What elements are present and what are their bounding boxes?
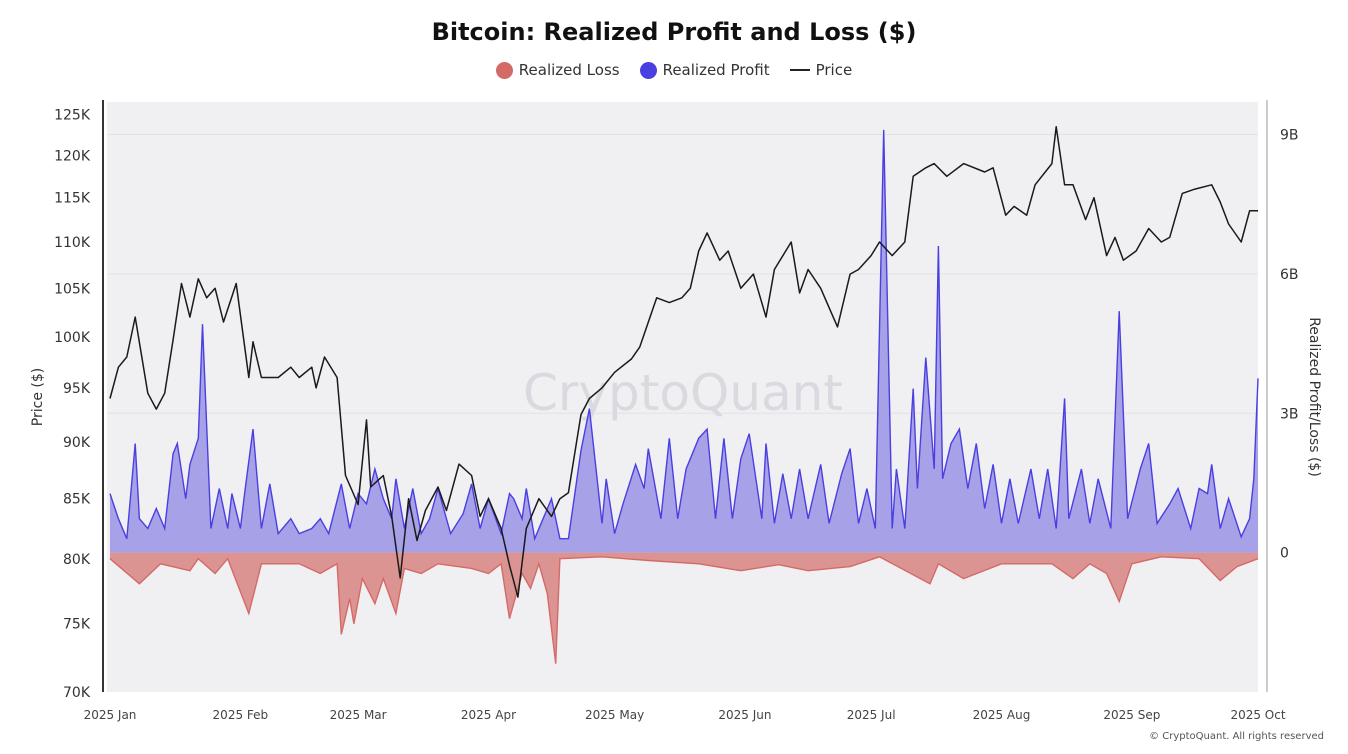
right-axis-title: Realized Profit/Loss ($)	[1306, 317, 1322, 477]
left-tick-label: 90K	[63, 435, 91, 451]
x-tick-label: 2025 May	[585, 708, 644, 722]
realized-profit-line	[109, 129, 1259, 542]
line-dash-icon	[789, 69, 810, 71]
left-tick-label: 95K	[63, 381, 91, 397]
realized-loss-line	[109, 556, 1259, 664]
chart-title: Bitcoin: Realized Profit and Loss ($)	[431, 18, 917, 46]
x-tick-label: 2025 Aug	[973, 708, 1031, 722]
left-tick-label: 115K	[54, 191, 91, 207]
legend-label: Realized Loss	[518, 61, 620, 79]
left-tick-label: 70K	[63, 685, 91, 701]
legend-label: Price	[815, 61, 853, 79]
realized-profit-area	[110, 129, 1258, 553]
x-tick-label: 2025 Sep	[1103, 708, 1160, 722]
price-line	[109, 125, 1258, 598]
left-axis-title: Price ($)	[30, 368, 46, 426]
legend-item-price[interactable]: Price	[789, 61, 853, 79]
profit-dot-icon	[639, 61, 657, 79]
plot-background	[107, 102, 1258, 692]
right-tick-label: 3B	[1280, 406, 1299, 422]
legend-label: Realized Profit	[662, 61, 770, 79]
x-tick-label: 2025 Jul	[847, 708, 896, 722]
copyright-footer: © CryptoQuant. All rights reserved	[1149, 731, 1324, 742]
loss-dot-icon	[495, 61, 513, 79]
legend: Realized Loss Realized Profit Price	[0, 61, 1348, 79]
left-tick-label: 100K	[54, 330, 91, 346]
left-tick-label: 75K	[63, 616, 91, 632]
left-tick-label: 120K	[54, 148, 91, 164]
realized-loss-area	[110, 552, 1258, 664]
left-tick-label: 80K	[63, 552, 91, 568]
x-tick-label: 2025 Feb	[213, 708, 269, 722]
x-tick-label: 2025 Oct	[1230, 708, 1285, 722]
watermark: CryptoQuant	[523, 364, 843, 422]
left-tick-label: 125K	[54, 108, 91, 124]
right-tick-label: 0	[1280, 546, 1289, 562]
right-tick-label: 9B	[1280, 128, 1299, 144]
right-tick-label: 6B	[1280, 267, 1299, 283]
legend-item-loss[interactable]: Realized Loss	[495, 61, 620, 79]
x-tick-label: 2025 Jan	[84, 708, 137, 722]
left-tick-label: 110K	[54, 235, 91, 251]
left-tick-label: 85K	[63, 492, 91, 508]
x-tick-label: 2025 Mar	[330, 708, 387, 722]
legend-item-profit[interactable]: Realized Profit	[639, 61, 770, 79]
left-tick-label: 105K	[54, 281, 91, 297]
x-tick-label: 2025 Jun	[718, 708, 771, 722]
x-tick-label: 2025 Apr	[461, 708, 516, 722]
